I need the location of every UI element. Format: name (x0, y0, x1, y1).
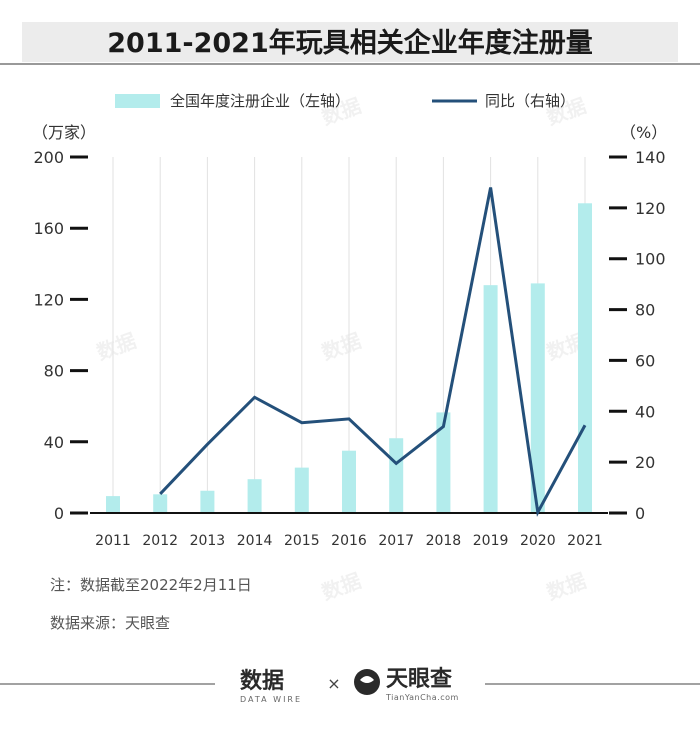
datawire-logo: 数据 DATA WIRE (240, 668, 302, 704)
chart-title: 2011-2021年玩具相关企业年度注册量 (107, 27, 593, 59)
x-tick-label: 2020 (520, 533, 556, 549)
x-tick-label: 2011 (95, 533, 131, 549)
yoy-line (159, 187, 587, 517)
x-tick-label: 2021 (567, 533, 603, 549)
legend: 全国年度注册企业（左轴） 同比（右轴） (115, 92, 575, 110)
left-tick-label: 200 (33, 148, 64, 167)
x-axis-labels: 2011 2012 2013 2014 2015 2016 2017 2018 2019 2020… (95, 533, 603, 549)
x-tick-label: 2019 (473, 533, 509, 549)
x-tick-label: 2015 (284, 533, 320, 549)
bar (436, 412, 451, 513)
tianyancha-logo-text: 天眼查 (386, 667, 452, 692)
bar (530, 283, 545, 513)
left-tick-label: 0 (54, 504, 64, 523)
datawire-logo-text: 数据 (240, 668, 284, 694)
x-tick-label: 2014 (237, 533, 273, 549)
x-tick-label: 2013 (190, 533, 226, 549)
watermark: 数据 (544, 568, 590, 604)
legend-line-label: 同比（右轴） (485, 92, 575, 110)
right-tick-label: 140 (635, 148, 666, 167)
bar (153, 494, 168, 513)
left-axis: 0 40 80 120 160 200 (33, 148, 88, 523)
title-band (22, 22, 678, 62)
watermark: 数据 (319, 328, 365, 364)
bar (106, 496, 120, 513)
right-tick-label: 80 (635, 301, 655, 320)
right-tick-label: 0 (635, 504, 645, 523)
legend-bar-swatch (115, 94, 160, 108)
right-tick-label: 40 (635, 402, 655, 421)
right-axis-unit: （%） (620, 123, 667, 142)
bar-series (106, 203, 592, 513)
note-date: 注：数据截至2022年2月11日 (50, 576, 252, 594)
tianyancha-logo: 天眼查 TianYanCha.com (354, 667, 459, 702)
right-tick-label: 120 (635, 199, 666, 218)
right-axis: 0 20 40 60 80 100 120 140 (609, 148, 666, 523)
bar (342, 450, 356, 513)
bar (294, 467, 309, 513)
left-axis-unit: （万家） (32, 123, 96, 142)
right-tick-label: 60 (635, 351, 655, 370)
bar (578, 203, 592, 513)
bar (483, 285, 498, 513)
x-tick-label: 2012 (142, 533, 178, 549)
left-tick-label: 160 (33, 219, 64, 238)
tianyancha-logo-mark (360, 676, 374, 683)
x-tick-label: 2018 (426, 533, 462, 549)
datawire-logo-sub: DATA WIRE (240, 695, 302, 704)
right-tick-label: 20 (635, 453, 655, 472)
bar (389, 438, 404, 513)
note-source: 数据来源：天眼查 (50, 614, 170, 632)
logo-separator: × (327, 674, 340, 693)
watermark: 数据 (319, 568, 365, 604)
x-tick-label: 2016 (331, 533, 367, 549)
x-tick-label: 2017 (378, 533, 414, 549)
left-tick-label: 80 (44, 362, 64, 381)
bar (247, 479, 262, 513)
line-series (159, 187, 587, 517)
tianyancha-logo-sub: TianYanCha.com (385, 693, 459, 702)
left-tick-label: 40 (44, 433, 64, 452)
left-tick-label: 120 (33, 290, 64, 309)
legend-bar-label: 全国年度注册企业（左轴） (170, 92, 350, 110)
right-tick-label: 100 (635, 250, 666, 269)
bar (200, 490, 215, 513)
watermark: 数据 (94, 328, 140, 364)
